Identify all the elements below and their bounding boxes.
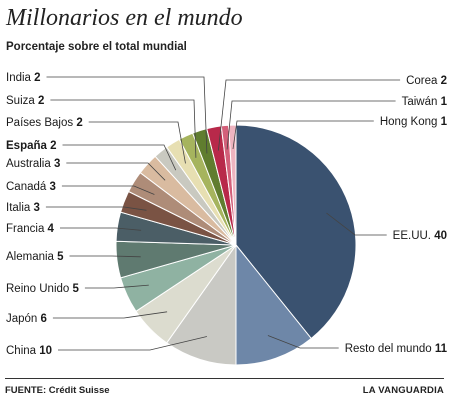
footer-divider [5,378,444,379]
source-note: FUENTE: Crédit Suisse [5,385,110,396]
slice-label-india: India 2 [6,72,41,84]
slice-label-resto-del-mundo: Resto del mundo 11 [345,343,448,355]
slice-label-value: 2 [38,95,44,107]
leader-line-taiwan [226,100,396,150]
slice-label-name: Francia [6,223,48,235]
pie-slice-china [165,243,237,366]
slice-label-alemania: Alemania 5 [6,251,64,263]
slice-label-ee-uu: EE.UU. 40 [393,230,447,242]
slice-label-italia: Italia 3 [6,202,40,214]
slice-label-value: 5 [72,283,79,295]
slice-label-name: EE.UU. [393,230,435,242]
leader-line-espana [62,144,177,171]
slice-label-name: Italia [6,202,34,214]
slice-label-paises-bajos: Países Bajos 2 [6,117,83,129]
pie-slices [115,124,357,366]
leader-line-italia [45,206,147,211]
slice-label-espana: España 2 [6,140,57,152]
slice-label-value: 6 [41,313,47,325]
slice-label-taiwan: Taiwán 1 [402,96,448,108]
slice-label-value: 2 [76,117,82,129]
leader-line-paises-bajos [88,121,186,164]
slice-label-name: Japón [6,313,41,325]
leader-line-resto-del-mundo [267,335,339,349]
slice-label-canada: Canadá 3 [6,181,56,193]
leader-line-hong-kong [232,120,374,150]
leader-line-alemania [69,255,141,258]
slice-label-value: 2 [34,72,40,84]
publisher-brand: LA VANGUARDIA [362,385,444,396]
slice-label-name: China [6,345,39,357]
chart-subtitle: Porcentaje sobre el total mundial [6,41,187,53]
slice-label-name: Países Bajos [6,117,76,129]
slice-label-value: 40 [434,230,447,242]
slice-label-name: Corea [406,75,441,87]
slice-label-suiza: Suiza 2 [6,95,44,107]
slice-label-name: Suiza [6,95,38,107]
pie-slice-ee-uu [235,124,357,340]
slice-label-corea: Corea 2 [406,75,447,87]
slice-label-china: China 10 [6,345,52,357]
leader-line-ee-uu [326,212,387,236]
slice-label-value: 2 [50,140,56,152]
slice-label-value: 3 [54,158,60,170]
leader-line-japon [52,311,168,319]
slice-label-value: 5 [57,251,64,263]
slice-label-hong-kong: Hong Kong 1 [380,116,448,128]
leader-line-reino-unido [84,284,149,289]
slice-label-name: Reino Unido [6,283,72,295]
slice-label-francia: Francia 4 [6,223,55,235]
slice-label-value: 3 [34,202,40,214]
pie-slice-resto-del-mundo [235,243,312,366]
slice-label-name: Resto del mundo [345,343,435,355]
slice-label-value: 2 [441,75,447,87]
leader-line-india [46,76,208,154]
leader-line-australia [66,162,166,181]
slice-label-value: 11 [435,343,448,355]
slice-label-japon: Japón 6 [6,313,47,325]
leader-line-corea [218,79,401,151]
pie-slice-hong-kong [228,124,237,246]
slice-label-value: 4 [48,223,55,235]
slice-label-value: 3 [49,181,55,193]
slice-label-australia: Australia 3 [6,158,60,170]
leader-line-canada [61,185,155,195]
slice-label-name: Canadá [6,181,49,193]
leader-lines [45,76,401,351]
chart-title: Millonarios en el mundo [6,5,243,31]
slice-label-name: Australia [6,158,54,170]
slice-label-value: 10 [39,345,52,357]
leader-line-francia [60,227,142,231]
leader-line-suiza [50,99,197,158]
slice-label-value: 1 [441,96,448,108]
slice-label-value: 1 [441,116,448,128]
leader-line-china [58,336,207,351]
slice-label-name: España [6,140,50,152]
slice-label-name: India [6,72,34,84]
slice-label-reino-unido: Reino Unido 5 [6,283,79,295]
slice-label-name: Alemania [6,251,57,263]
slice-label-name: Taiwán [402,96,441,108]
slice-label-name: Hong Kong [380,116,441,128]
